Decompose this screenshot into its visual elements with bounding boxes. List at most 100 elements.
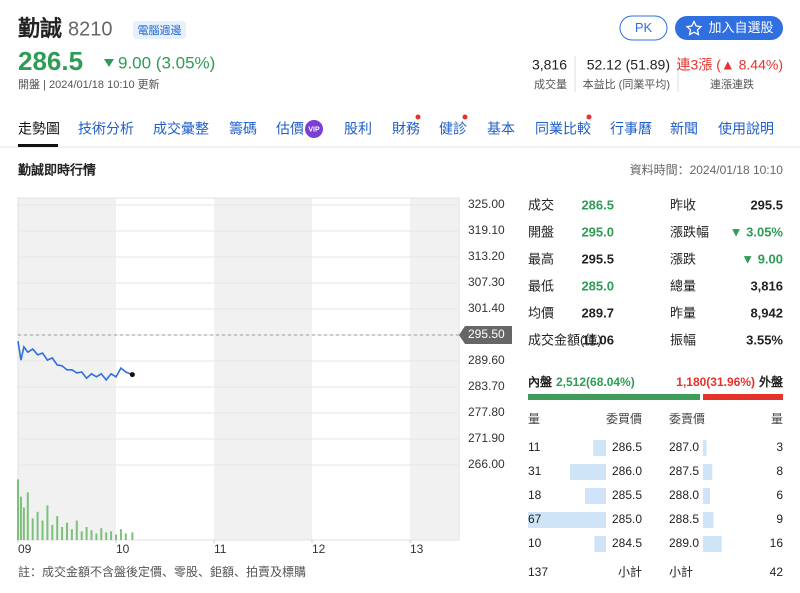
y-tick-label: 301.40 bbox=[468, 301, 505, 315]
volume-bar bbox=[90, 530, 93, 540]
tab[interactable]: 新聞 bbox=[670, 121, 698, 137]
tab[interactable]: 同業比較 bbox=[535, 121, 591, 137]
tab-bar: 走勢圖 技術分析 成交彙整 籌碼 估價 股利 財務 健診 基本 同業比較 行事曆 新聞 使用說明 VIP bbox=[18, 120, 774, 138]
quote-label: 昨量 bbox=[670, 305, 696, 320]
tab[interactable]: 財務 bbox=[392, 121, 420, 137]
book-volume: 67 bbox=[528, 512, 542, 526]
book-volume: 10 bbox=[528, 536, 542, 550]
y-tick-label: 277.80 bbox=[468, 405, 505, 419]
volume-bar bbox=[31, 518, 34, 540]
y-tick-label: 289.60 bbox=[468, 353, 505, 367]
notify-dot bbox=[586, 114, 592, 120]
quote-label: 振幅 bbox=[670, 332, 696, 347]
book-total: 小計 bbox=[618, 564, 642, 579]
quote-value: 295.0 bbox=[581, 224, 614, 239]
book-price: 287.5 bbox=[669, 464, 699, 478]
inner-bar bbox=[528, 394, 701, 400]
update-time: 開盤 | 2024/01/18 10:10 更新 bbox=[18, 77, 160, 91]
stat-value: 52.12 (51.89) bbox=[587, 57, 670, 73]
x-tick-label: 12 bbox=[312, 542, 326, 556]
volume-bar bbox=[115, 534, 117, 540]
outer-bar bbox=[703, 394, 783, 400]
quote-value: ▼ 3.05% bbox=[730, 224, 784, 239]
book-price: 288.0 bbox=[669, 488, 699, 502]
book-volume: 8 bbox=[776, 464, 783, 478]
ask-volume-bar bbox=[703, 512, 714, 528]
volume-bar bbox=[131, 532, 134, 540]
data-time: 資料時間：2024/01/18 10:10 bbox=[630, 163, 784, 177]
last-price-dot bbox=[129, 372, 135, 378]
volume-bar bbox=[56, 516, 59, 540]
quote-value: 286.5 bbox=[581, 197, 614, 212]
tab[interactable]: 股利 bbox=[344, 121, 372, 137]
book-total: 137 bbox=[528, 565, 548, 579]
bid-volume-bar bbox=[569, 464, 606, 480]
tab[interactable]: 健診 bbox=[439, 121, 467, 137]
book-volume: 6 bbox=[776, 488, 783, 502]
watchlist-button[interactable] bbox=[675, 16, 783, 40]
outer-value: 1,180(31.96%) bbox=[676, 375, 755, 389]
tag-bg bbox=[133, 21, 186, 39]
volume-bar bbox=[95, 533, 98, 540]
notify-dot bbox=[415, 114, 421, 120]
book-volume: 16 bbox=[770, 536, 784, 550]
volume-bar bbox=[26, 492, 29, 540]
pk-label[interactable]: PK bbox=[635, 20, 653, 35]
book-volume: 18 bbox=[528, 488, 542, 502]
tab[interactable]: 籌碼 bbox=[229, 121, 257, 137]
watchlist-label[interactable]: 加入自選股 bbox=[708, 20, 773, 35]
stat-value: 連3漲 (▲ 8.44%) bbox=[677, 57, 783, 73]
book-price: 286.5 bbox=[612, 440, 642, 454]
volume-bar bbox=[85, 527, 88, 540]
quote-value: 3.55% bbox=[746, 332, 783, 347]
tab[interactable]: 技術分析 bbox=[78, 121, 134, 137]
volume-bar bbox=[75, 520, 78, 540]
y-tick-label: 266.00 bbox=[468, 457, 505, 471]
quote-label: 漲跌幅 bbox=[670, 224, 709, 239]
pk-button[interactable] bbox=[619, 15, 668, 41]
book-volume: 3 bbox=[776, 440, 783, 454]
tab[interactable]: 估價 bbox=[276, 121, 304, 137]
quote-value: 11.06 bbox=[582, 332, 614, 347]
book-total: 小計 bbox=[669, 564, 693, 579]
book-volume: 11 bbox=[528, 440, 541, 454]
quote-value: 3,816 bbox=[750, 278, 783, 293]
y-tick-label: 295.50 bbox=[468, 327, 505, 341]
inner-value: 2,512(68.04%) bbox=[556, 375, 635, 389]
tab[interactable]: 成交彙整 bbox=[153, 121, 209, 137]
quote-value: 295.5 bbox=[750, 197, 783, 212]
star-icon[interactable] bbox=[685, 20, 703, 36]
plot-frame bbox=[17, 197, 460, 541]
tab[interactable]: 走勢圖 bbox=[18, 121, 60, 137]
x-tick-label: 09 bbox=[18, 542, 32, 556]
price-change: 9.00 (3.05%) bbox=[118, 53, 215, 72]
book-price: 285.0 bbox=[612, 512, 642, 526]
volume-bar bbox=[51, 524, 54, 540]
x-tick-label: 13 bbox=[410, 542, 424, 556]
quote-label: 昨收 bbox=[670, 197, 696, 212]
stat-value: 3,816 bbox=[532, 57, 567, 73]
book-price: 289.0 bbox=[669, 536, 699, 550]
book-price: 288.5 bbox=[669, 512, 699, 526]
quote-label: 成交金額(億) bbox=[528, 332, 602, 347]
reference-tag bbox=[459, 326, 512, 344]
volume-bar bbox=[66, 522, 68, 540]
quote-label: 最高 bbox=[528, 251, 554, 266]
tab[interactable]: 行事曆 bbox=[610, 121, 652, 137]
outer-label: 外盤 bbox=[759, 374, 784, 389]
tab[interactable]: 基本 bbox=[487, 121, 515, 137]
y-tick-label: 319.10 bbox=[468, 223, 505, 237]
ask-volume-bar bbox=[703, 536, 722, 552]
quote-value: 8,942 bbox=[750, 305, 783, 320]
down-arrow bbox=[104, 59, 114, 67]
volume-bar bbox=[110, 531, 113, 540]
quote-label: 漲跌 bbox=[670, 251, 696, 266]
ask-volume-bar bbox=[703, 440, 707, 456]
quote-panel: 成交 286.5 昨收 295.5 開盤 295.0 漲跌幅 ▼ 3.05% 最高 295.5 漲跌… bbox=[528, 197, 784, 579]
ask-volume-bar bbox=[703, 464, 713, 480]
volume-bar bbox=[17, 479, 19, 540]
bid-volume-bar bbox=[593, 440, 606, 456]
quote-label: 均價 bbox=[528, 305, 554, 320]
x-tick-label: 11 bbox=[214, 542, 227, 556]
tab[interactable]: 使用說明 bbox=[718, 121, 774, 137]
